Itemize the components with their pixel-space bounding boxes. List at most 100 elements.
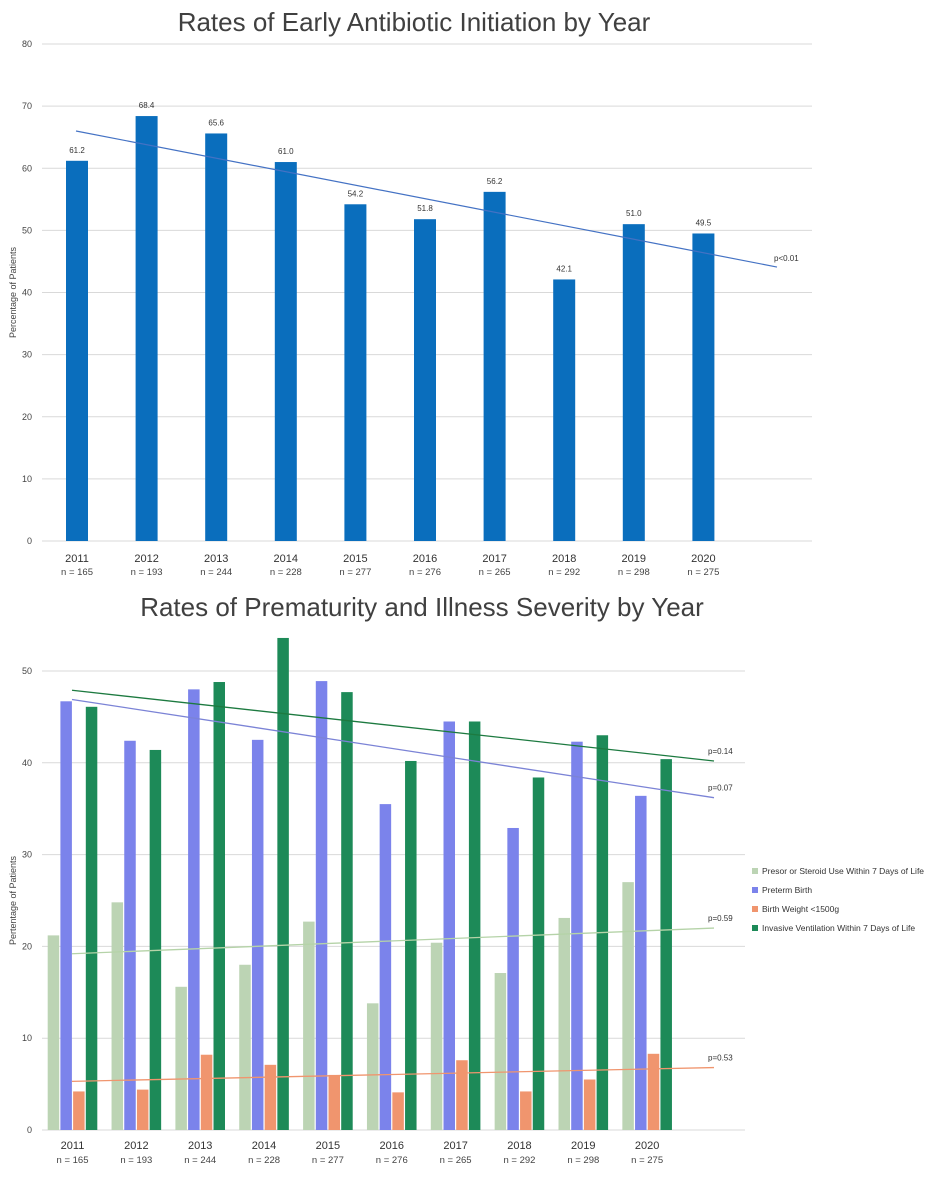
trend-p-value: p=0.14 [708,747,733,756]
data-label: 61.0 [278,147,294,156]
bar [430,942,443,1130]
bar [379,804,392,1130]
x-tick-label: 2012 [124,1140,148,1152]
y-tick-label: 70 [22,101,32,111]
x-n-label: n = 275 [687,567,719,578]
x-n-label: n = 228 [270,567,302,578]
y-tick-label: 30 [22,350,32,360]
data-label: 68.4 [139,101,155,110]
bar [414,219,436,541]
x-n-label: n = 276 [376,1155,408,1166]
bar [507,827,519,1130]
y-axis-label: Pertentage of Patients [8,855,18,945]
y-tick-label: 10 [22,474,32,484]
x-n-label: n = 277 [339,567,371,578]
bar [303,921,315,1130]
legend-swatch [752,906,758,912]
bar [635,795,647,1130]
bar [66,160,88,542]
x-n-label: n = 265 [479,567,511,578]
x-tick-label: 2019 [571,1140,595,1152]
bar [456,1060,468,1130]
bar [124,740,136,1130]
x-tick-label: 2016 [380,1140,404,1152]
x-n-label: n = 275 [631,1155,663,1166]
bar [60,701,72,1130]
x-n-label: n = 298 [618,567,650,578]
bar [483,191,506,542]
x-n-label: n = 265 [440,1155,472,1166]
y-tick-label: 50 [22,225,32,235]
x-n-label: n = 228 [248,1155,280,1166]
x-tick-label: 2020 [691,553,715,565]
x-n-label: n = 165 [57,1155,89,1166]
x-tick-label: 2017 [482,553,506,565]
x-n-label: n = 165 [61,567,93,578]
y-tick-label: 0 [27,536,32,546]
x-tick-label: 2011 [65,553,89,565]
bar [660,759,672,1130]
legend-label: Preterm Birth [762,885,812,895]
legend-label: Birth Weight <1500g [762,904,839,914]
bar [73,1091,85,1130]
bar [622,882,634,1130]
data-label: 51.0 [626,209,642,218]
y-tick-label: 20 [22,941,32,951]
data-label: 56.2 [487,177,503,186]
y-tick-label: 40 [22,288,32,298]
x-tick-label: 2018 [552,553,576,565]
y-tick-label: 50 [22,666,32,676]
bar [532,777,545,1130]
y-tick-label: 40 [22,758,32,768]
x-tick-label: 2013 [188,1140,212,1152]
legend-label: Invasive Ventilation Within 7 Days of Li… [762,923,915,933]
data-label: 54.2 [348,189,364,198]
x-n-label: n = 292 [503,1155,535,1166]
bar [392,1092,404,1130]
bar [553,279,576,541]
bar [149,749,162,1130]
trend-p-value: p=0.53 [708,1054,733,1063]
trendline [71,689,715,762]
data-label: 49.5 [696,218,712,227]
trendline [71,1066,715,1082]
y-tick-label: 0 [27,1125,32,1135]
x-n-label: n = 277 [312,1155,344,1166]
trendline [71,698,715,799]
y-axis-label: Percentage of Patients [8,246,18,338]
bar [622,224,645,541]
bar [205,133,228,541]
trend-p-value: p=0.07 [708,784,733,793]
bar [344,204,367,541]
y-tick-label: 30 [22,850,32,860]
bar [405,760,417,1130]
bar [494,973,507,1130]
bar [264,1064,277,1130]
bar [558,917,570,1130]
bar [583,1079,596,1130]
chart-title: Rates of Early Antibiotic Initiation by … [178,7,651,37]
x-tick-label: 2015 [316,1140,340,1152]
antibiotic-initiation-chart: Rates of Early Antibiotic Initiation by … [8,7,812,578]
bar [328,1074,340,1130]
x-tick-label: 2019 [622,553,646,565]
legend-swatch [752,868,758,874]
bar [200,1054,213,1130]
bar [647,1053,660,1130]
x-tick-label: 2012 [134,553,158,565]
bar [85,706,98,1130]
bar [175,986,187,1130]
data-label: 61.2 [69,146,85,155]
bar [47,935,60,1130]
data-label: 51.8 [417,204,433,213]
bar [520,1091,532,1130]
x-tick-label: 2015 [343,553,367,565]
x-tick-label: 2014 [252,1140,276,1152]
bar [188,689,200,1130]
bar [692,233,715,541]
bar [468,721,481,1130]
data-label: 42.1 [556,264,572,273]
x-tick-label: 2011 [61,1140,85,1152]
bar [213,682,225,1130]
